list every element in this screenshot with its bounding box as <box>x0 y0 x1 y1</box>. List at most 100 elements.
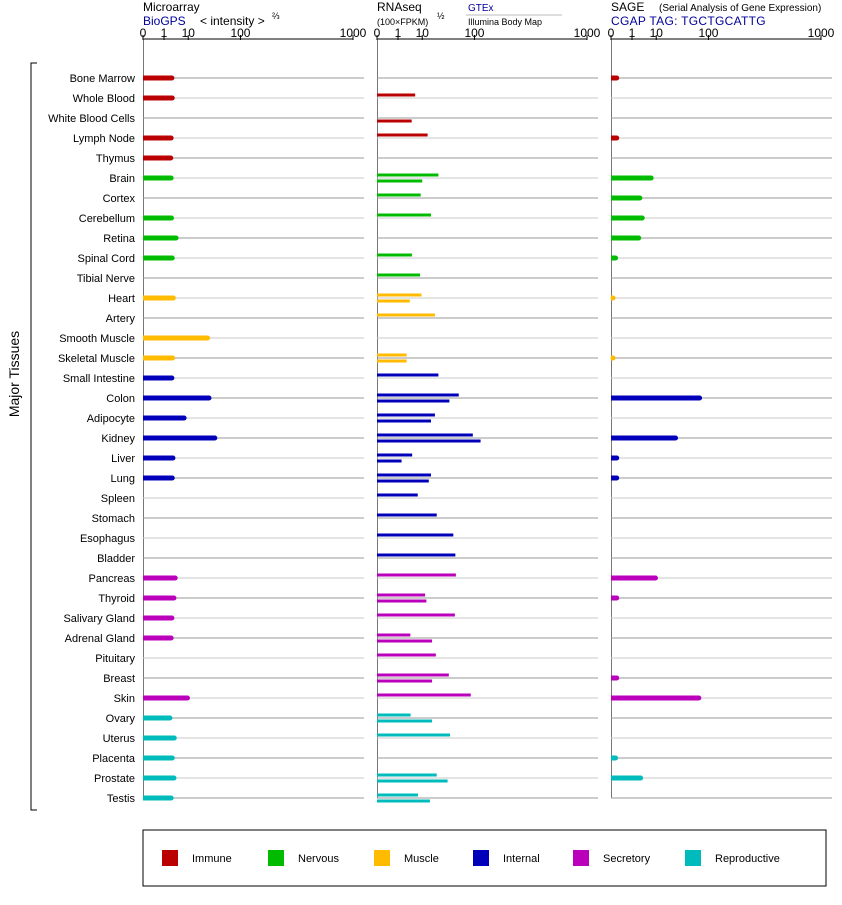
microarray-bar-cap <box>168 635 174 641</box>
y-axis-title: Major Tissues <box>6 331 22 417</box>
microarray-bar-cap <box>206 395 212 401</box>
microarray-bar-cap <box>169 95 175 101</box>
microarray-bar <box>143 475 173 481</box>
rnaseq-bar <box>377 713 411 717</box>
microarray-bar-cap <box>170 455 176 461</box>
rnaseq-axis-exponent: ½ <box>437 11 445 21</box>
sage-bar-cap <box>636 235 642 241</box>
bars-layer <box>143 75 703 803</box>
sage-bar <box>611 775 641 781</box>
tissue-label: Cerebellum <box>79 213 135 225</box>
tissue-label: Skin <box>114 693 135 705</box>
microarray-bar <box>143 795 172 801</box>
sage-bar-cap <box>614 475 620 481</box>
tissue-label: Brain <box>109 173 135 185</box>
sage-bar-cap <box>697 395 703 401</box>
rnaseq-bar <box>377 793 418 797</box>
sage-bar <box>611 475 617 481</box>
legend-swatch-internal <box>473 850 489 866</box>
microarray-bar <box>143 435 215 441</box>
rnaseq-bar <box>377 673 449 677</box>
microarray-bar <box>143 775 174 781</box>
microarray-bar <box>143 755 173 761</box>
rnaseq-bar <box>377 393 459 397</box>
microarray-bar <box>143 375 172 381</box>
microarray-bar-cap <box>168 155 174 161</box>
tissue-label: Artery <box>106 313 136 325</box>
sage-bar-cap <box>614 595 620 601</box>
rnaseq-bar <box>377 273 421 277</box>
sage-bar-cap <box>638 775 644 781</box>
sage-bar-cap <box>614 75 620 81</box>
microarray-bar <box>143 595 174 601</box>
tissue-label: Ovary <box>106 713 136 725</box>
sage-title: SAGE <box>611 0 644 14</box>
microarray-bar <box>143 295 174 301</box>
microarray-bar-cap <box>171 595 177 601</box>
rnaseq-bar <box>377 433 473 437</box>
rnaseq-bar <box>377 493 418 497</box>
sage-bar <box>611 455 617 461</box>
tissue-label: Small Intestine <box>63 373 135 385</box>
rnaseq-source-ibm: Illumina Body Map <box>468 17 542 27</box>
rnaseq-tick-label-2: 10 <box>416 26 430 40</box>
microarray-bar-cap <box>184 695 190 701</box>
rnaseq-bar <box>377 193 421 197</box>
tissue-label: Heart <box>108 293 135 305</box>
sage-bar-cap <box>613 255 619 261</box>
microarray-tick-label-1: 1 <box>161 26 168 40</box>
microarray-bar-cap <box>169 75 175 81</box>
microarray-bar-cap <box>169 615 175 621</box>
rnaseq-bar <box>377 459 402 463</box>
sage-bar-cap <box>614 675 620 681</box>
rnaseq-bar <box>377 93 416 97</box>
rnaseq-tick-label-4: 1000 <box>574 26 601 40</box>
legend: Immune Nervous Muscle Internal Secretory Repr… <box>162 850 780 866</box>
rnaseq-bar <box>377 453 413 457</box>
microarray-bar <box>143 395 209 401</box>
microarray-bar <box>143 75 172 81</box>
tissue-label: Bladder <box>97 553 135 565</box>
microarray-bar <box>143 135 172 141</box>
microarray-bar-cap <box>168 135 174 141</box>
sage-tick-label-0: 0 <box>608 26 615 40</box>
sage-tick-label-2: 10 <box>650 26 664 40</box>
sage-tick-label-4: 1000 <box>808 26 835 40</box>
rnaseq-tick-label-0: 0 <box>374 26 381 40</box>
tissue-label: Colon <box>106 393 135 405</box>
sage-bar <box>611 695 699 701</box>
tissue-label: Breast <box>103 673 135 685</box>
rnaseq-bar <box>377 573 456 577</box>
legend-label-reproductive: Reproductive <box>715 853 780 865</box>
rnaseq-bar <box>377 799 430 803</box>
tissue-label: Lymph Node <box>73 133 135 145</box>
tissue-label: Thymus <box>96 153 136 165</box>
rnaseq-bar <box>377 419 431 423</box>
microarray-bar <box>143 415 185 421</box>
microarray-bar <box>143 735 175 741</box>
rnaseq-bar <box>377 359 407 363</box>
sage-bar-cap <box>696 695 702 701</box>
sage-tag-label: CGAP TAG: TGCTGCATTG <box>611 14 766 28</box>
microarray-bar-cap <box>172 575 178 581</box>
rnaseq-bar <box>377 693 471 697</box>
rnaseq-bar <box>377 593 426 597</box>
tissue-label: Thyroid <box>98 593 135 605</box>
tissue-label: Prostate <box>94 773 135 785</box>
microarray-bar <box>143 95 173 101</box>
rnaseq-bar <box>377 473 431 477</box>
tissue-label: Pancreas <box>89 573 136 585</box>
tissue-label: White Blood Cells <box>48 113 135 125</box>
rnaseq-bar <box>377 119 412 123</box>
rnaseq-header: RNAseq (100×FPKM) ½ GTEx Illumina Body M… <box>377 0 562 27</box>
microarray-bar-cap <box>205 335 211 341</box>
legend-label-nervous: Nervous <box>298 853 339 865</box>
tissue-label: Spleen <box>101 493 135 505</box>
microarray-bar-cap <box>181 415 187 421</box>
sage-bar <box>611 75 617 81</box>
sage-bar-cap <box>610 355 616 361</box>
rnaseq-subtitle: (100×FPKM) <box>377 17 428 27</box>
rnaseq-bar <box>377 719 433 723</box>
microarray-bar-cap <box>167 715 173 721</box>
